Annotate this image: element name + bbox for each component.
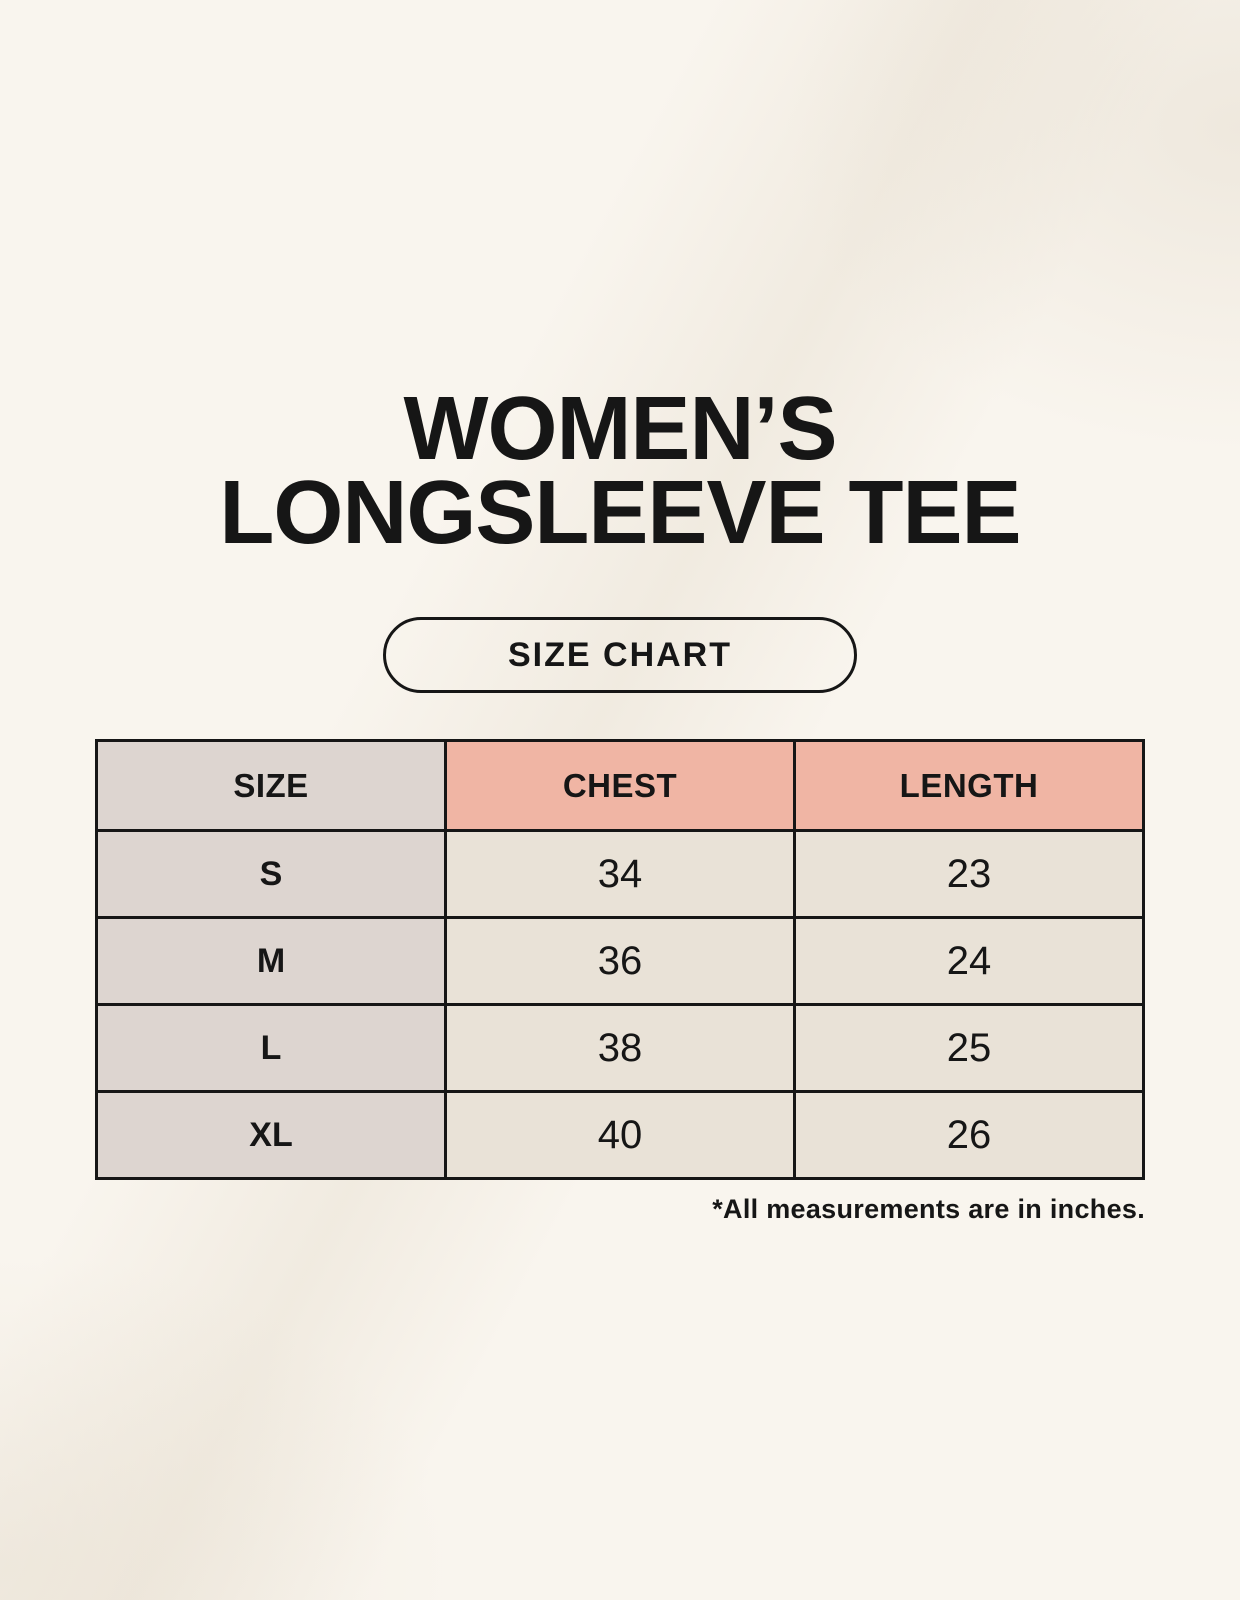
length-cell: 25 <box>793 1003 1145 1094</box>
title-line-1: WOMEN’S <box>403 379 838 479</box>
table-row: XL 40 26 <box>95 1090 1145 1181</box>
size-cell: L <box>95 1003 447 1094</box>
page-title: WOMEN’S LONGSLEEVE TEE <box>0 0 1240 558</box>
length-cell: 24 <box>793 916 1145 1007</box>
size-chart-button[interactable]: SIZE CHART <box>383 617 857 694</box>
length-cell: 26 <box>793 1090 1145 1181</box>
size-table-body: S 34 23 M 36 24 L 38 25 XL 40 26 <box>95 829 1145 1181</box>
chest-cell: 38 <box>444 1003 796 1094</box>
size-cell: S <box>95 829 447 920</box>
size-chart-button-label: SIZE CHART <box>508 635 732 674</box>
title-line-2: LONGSLEEVE TEE <box>219 462 1021 563</box>
length-cell: 23 <box>793 829 1145 920</box>
size-table: SIZE CHEST LENGTH S 34 23 M 36 24 L 38 2… <box>95 739 1145 1181</box>
size-cell: M <box>95 916 447 1007</box>
column-header-size: SIZE <box>95 739 447 833</box>
column-header-length: LENGTH <box>793 739 1145 833</box>
measurements-note: *All measurements are in inches. <box>712 1194 1145 1225</box>
chest-cell: 36 <box>444 916 796 1007</box>
column-header-chest: CHEST <box>444 739 796 833</box>
size-table-header: SIZE CHEST LENGTH <box>95 739 1145 833</box>
table-row: M 36 24 <box>95 916 1145 1007</box>
chest-cell: 40 <box>444 1090 796 1181</box>
table-row: S 34 23 <box>95 829 1145 920</box>
table-row: L 38 25 <box>95 1003 1145 1094</box>
header-row: SIZE CHEST LENGTH <box>95 739 1145 833</box>
chest-cell: 34 <box>444 829 796 920</box>
size-cell: XL <box>95 1090 447 1181</box>
